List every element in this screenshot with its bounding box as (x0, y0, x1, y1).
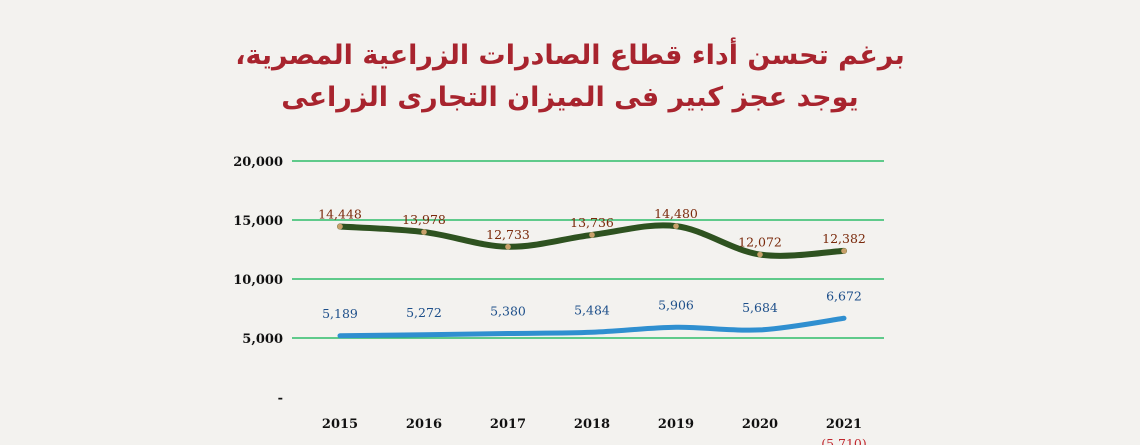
series-2-data-label: 5,484 (574, 302, 610, 317)
series-1-point (505, 243, 511, 250)
y-tick-label: 10,000 (233, 273, 283, 288)
series-2-data-label: 5,380 (490, 304, 526, 319)
y-tick-label: 5,000 (242, 332, 283, 347)
series-2-line (337, 315, 847, 339)
x-tick-label: 2018 (574, 417, 610, 432)
series-1-point (421, 229, 427, 235)
x-tick-label: 2021 (826, 417, 862, 432)
series-1-data-label: 13,978 (402, 212, 446, 227)
series-2-data-label: 5,189 (322, 306, 358, 321)
chart-title-line-1: برغم تحسن أداء قطاع الصادرات الزراعية ال… (235, 40, 905, 71)
series-1-point (589, 232, 595, 238)
series-1-data-label: 14,448 (318, 207, 362, 222)
x-tick-label: 2015 (322, 417, 358, 432)
y-tick-label: - (278, 391, 283, 406)
y-tick-label: 20,000 (233, 155, 283, 170)
series-2-data-label: 5,684 (742, 300, 778, 315)
series-1-point (757, 251, 763, 258)
x-tick-label: 2016 (406, 417, 442, 432)
series-1-data-label: 12,072 (738, 235, 782, 250)
series-1-point (841, 248, 847, 254)
x-tick-label: 2019 (658, 417, 694, 432)
series-1-data-label: 12,733 (486, 227, 530, 242)
y-tick-label: 15,000 (233, 214, 283, 229)
x-tick-label: 2017 (490, 417, 526, 432)
series-1-data-label: 13,736 (570, 215, 614, 230)
series-1-point (673, 223, 679, 229)
series-2-data-label: 5,906 (658, 297, 694, 312)
chart-title-line-2: يوجد عجز كبير فى الميزان التجارى الزراعى (281, 82, 859, 113)
series-2-data-label: 5,272 (406, 305, 442, 320)
series-1-data-label: 14,480 (654, 206, 698, 221)
series-1-point (337, 223, 343, 230)
deficit-annotation: (5,710) (821, 436, 867, 445)
series-2-data-label: 6,672 (826, 288, 862, 303)
x-tick-label: 2020 (742, 417, 778, 432)
series-1-data-label: 12,382 (822, 231, 866, 246)
